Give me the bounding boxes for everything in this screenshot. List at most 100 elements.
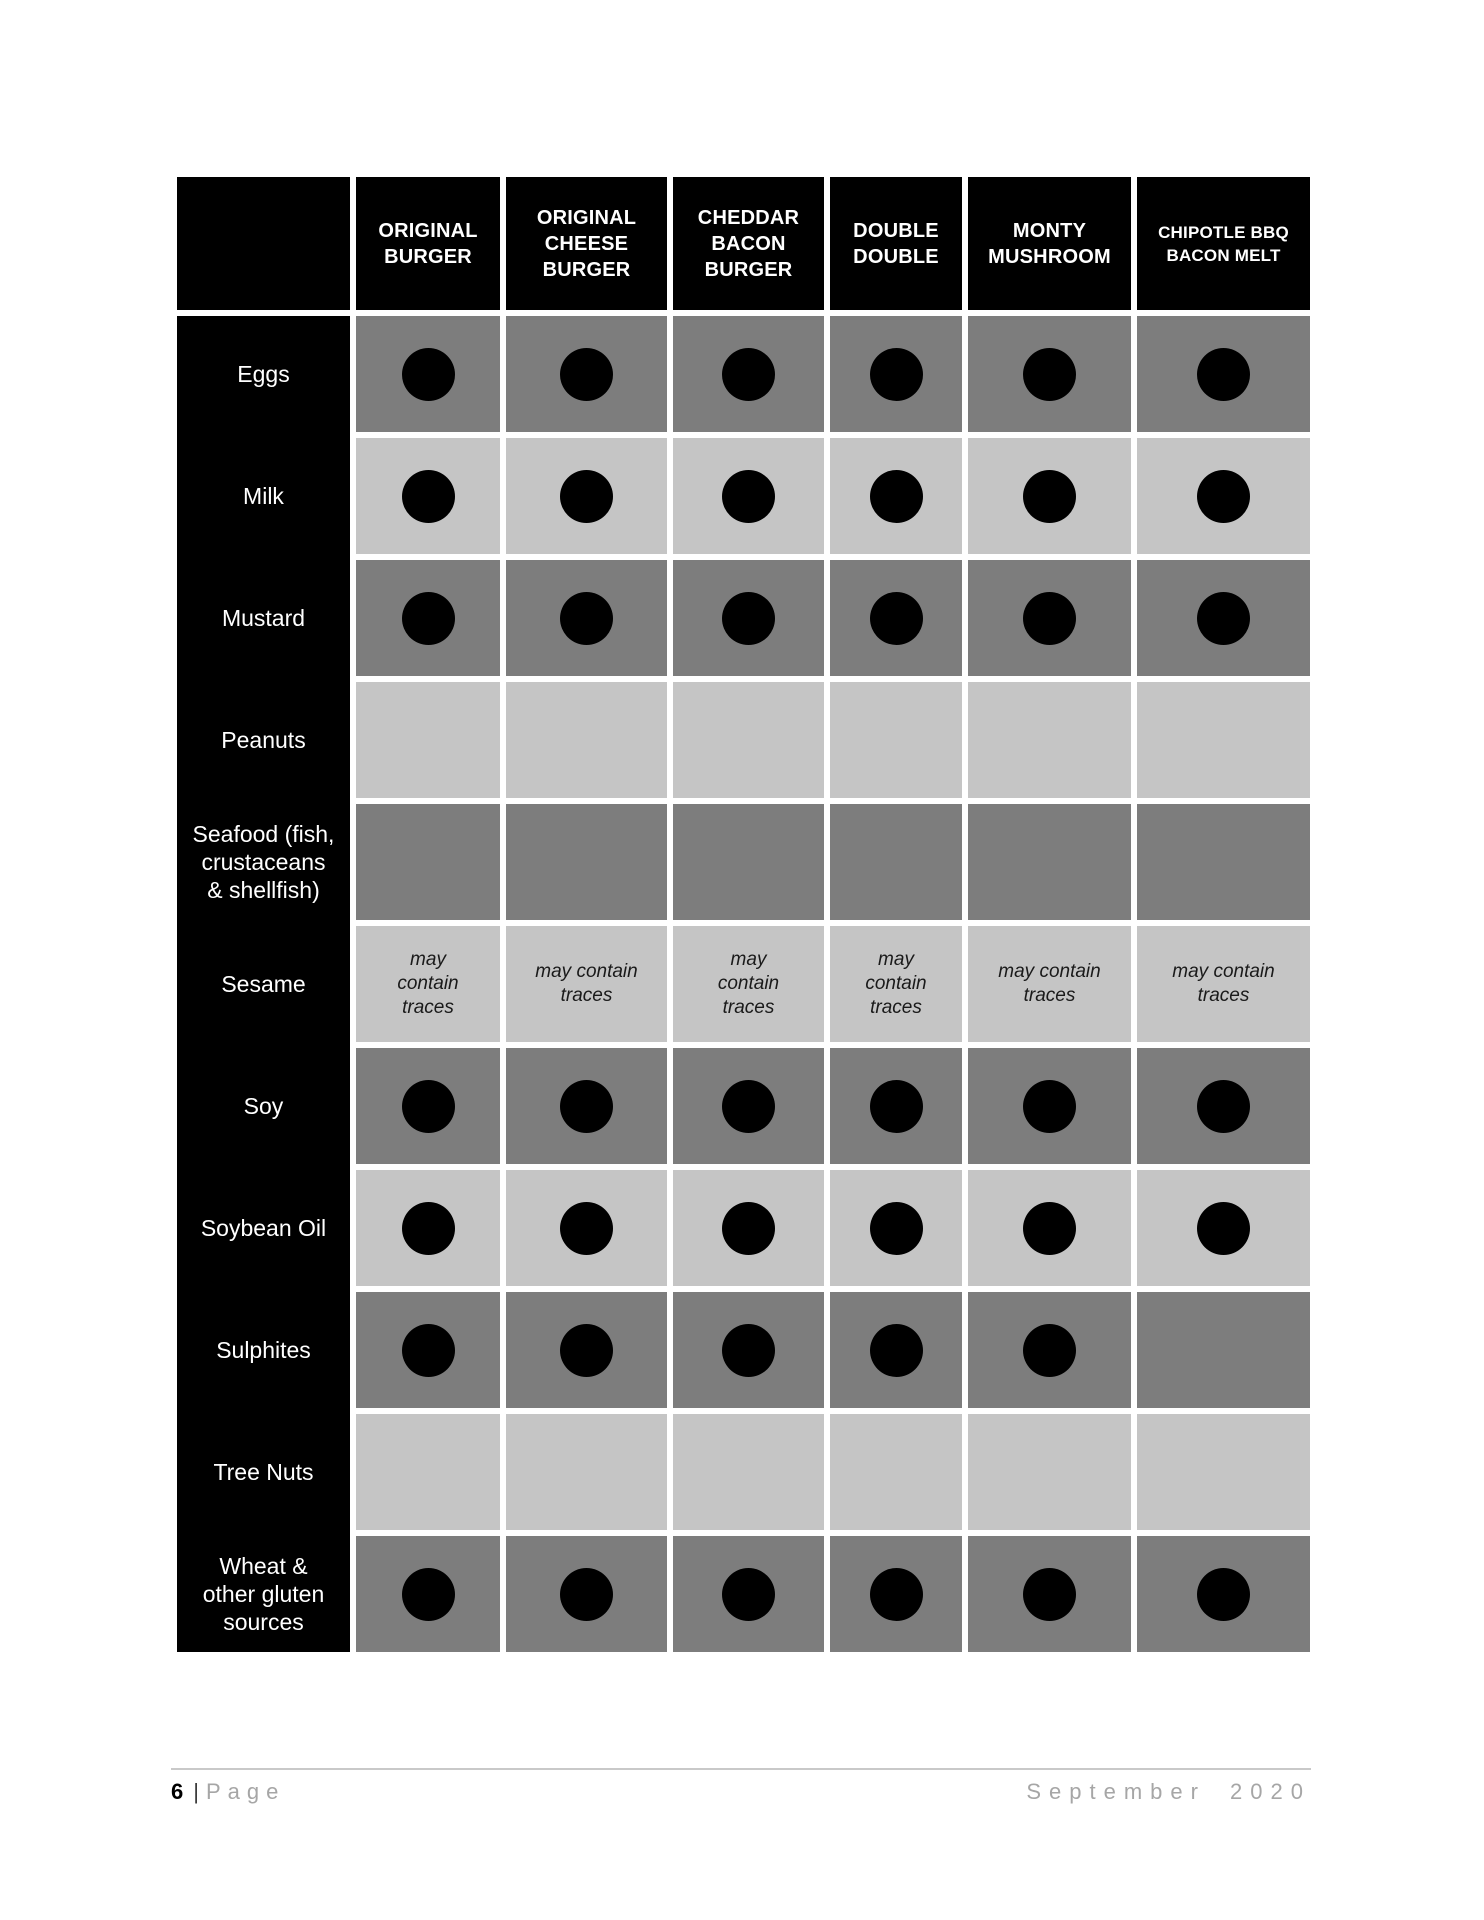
allergen-dot (401, 1567, 455, 1621)
page-number-block: 6 | Page (171, 1779, 285, 1805)
allergen-cell (968, 1048, 1131, 1164)
allergen-cell (673, 682, 824, 798)
allergen-cell (830, 1414, 962, 1530)
allergen-row-label: Mustard (221, 605, 306, 631)
allergen-cell (356, 804, 500, 920)
allergen-cell (830, 1048, 962, 1164)
allergen-dot (1023, 1323, 1076, 1377)
allergen-row-label: Eggs (237, 361, 290, 387)
allergen-dot (560, 469, 613, 523)
allergen-dot (1197, 1201, 1250, 1255)
allergen-cell (673, 804, 824, 920)
allergen-dot (722, 1079, 775, 1133)
allergen-cell (356, 1048, 500, 1164)
allergen-dot (869, 1079, 923, 1133)
allergen-cell (673, 1536, 824, 1652)
allergen-cell: may contain traces (830, 926, 962, 1042)
allergen-cell (968, 1536, 1131, 1652)
allergen-cell (356, 438, 500, 554)
allergen-dot (869, 1323, 923, 1377)
allergen-cell (830, 1536, 962, 1652)
allergen-cell (968, 560, 1131, 676)
allergen-dot (869, 1201, 923, 1255)
page-footer: 6 | Page September 2020 (171, 1779, 1311, 1805)
allergen-dot (1023, 1079, 1076, 1133)
allergen-cell (830, 1170, 962, 1286)
allergen-cell (968, 804, 1131, 920)
column-header: ORIGINAL BURGER (356, 177, 500, 310)
page-number: 6 (171, 1779, 185, 1804)
allergen-cell (506, 1414, 667, 1530)
allergen-row-label: Sesame (221, 971, 306, 997)
allergen-dot (401, 1323, 455, 1377)
allergen-dot (560, 1201, 613, 1255)
allergen-cell (506, 438, 667, 554)
allergen-cell: may contain traces (1137, 926, 1310, 1042)
allergen-cell: may contain traces (968, 926, 1131, 1042)
allergen-dot (1023, 591, 1076, 645)
allergen-cell (356, 560, 500, 676)
allergen-cell (673, 1292, 824, 1408)
allergen-cell (673, 560, 824, 676)
allergen-dot (401, 347, 455, 401)
allergen-dot (722, 469, 775, 523)
allergen-cell (1137, 804, 1310, 920)
allergen-dot (1197, 591, 1250, 645)
allergen-dot (722, 1323, 775, 1377)
allergen-dot (560, 1079, 613, 1133)
column-header: CHIPOTLE BBQ BACON MELT (1137, 177, 1310, 310)
allergen-cell (968, 316, 1131, 432)
traces-note: may contain traces (535, 961, 638, 1006)
allergen-cell (506, 560, 667, 676)
allergen-cell (968, 1414, 1131, 1530)
allergen-dot (722, 591, 775, 645)
allergen-row-label: Wheat & other gluten sources (202, 1553, 325, 1635)
allergen-dot (1197, 1079, 1250, 1133)
allergen-cell (1137, 438, 1310, 554)
page-separator: | (193, 1779, 199, 1804)
allergen-cell (830, 682, 962, 798)
allergen-cell (673, 316, 824, 432)
allergen-row-label: Seafood (fish, crustaceans & shellfish) (192, 821, 335, 903)
allergen-cell: may contain traces (506, 926, 667, 1042)
traces-note: may contain traces (717, 949, 780, 1018)
allergen-dot (560, 347, 613, 401)
allergen-dot (1197, 347, 1250, 401)
allergen-cell (506, 1170, 667, 1286)
allergen-cell (356, 1292, 500, 1408)
column-header: ORIGINAL CHEESE BURGER (506, 177, 667, 310)
allergen-dot (560, 1567, 613, 1621)
allergen-cell (968, 438, 1131, 554)
allergen-dot (401, 1201, 455, 1255)
allergen-dot (401, 1079, 455, 1133)
allergen-row-label: Tree Nuts (213, 1459, 314, 1485)
column-header: MONTY MUSHROOM (968, 177, 1131, 310)
allergen-cell (968, 1292, 1131, 1408)
allergen-cell (1137, 560, 1310, 676)
allergen-cell (506, 1536, 667, 1652)
column-header: CHEDDAR BACON BURGER (673, 177, 824, 310)
allergen-cell (506, 316, 667, 432)
allergen-dot (560, 591, 613, 645)
allergen-row-label: Soy (243, 1093, 284, 1119)
allergen-cell (673, 1170, 824, 1286)
allergen-cell (356, 1414, 500, 1530)
allergen-dot (1023, 1201, 1076, 1255)
column-header: DOUBLE DOUBLE (830, 177, 962, 310)
allergen-cell (1137, 682, 1310, 798)
allergen-row-label: Sulphites (216, 1337, 311, 1363)
allergen-cell (506, 1292, 667, 1408)
allergen-dot (1197, 1567, 1250, 1621)
allergen-row-label: Peanuts (221, 727, 306, 753)
traces-note: may contain traces (865, 949, 927, 1018)
allergen-cell (830, 438, 962, 554)
allergen-cell (1137, 1414, 1310, 1530)
allergen-dot (869, 591, 923, 645)
allergen-cell (830, 316, 962, 432)
allergen-dot (869, 347, 923, 401)
traces-note: may contain traces (397, 949, 459, 1018)
allergen-dot (401, 469, 455, 523)
allergen-cell (673, 1414, 824, 1530)
allergen-cell (356, 1536, 500, 1652)
allergen-dot (1023, 1567, 1076, 1621)
